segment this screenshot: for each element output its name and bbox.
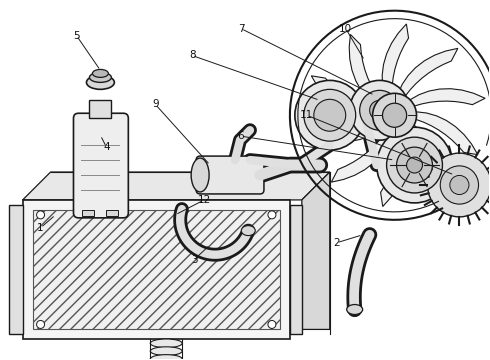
Circle shape bbox=[396, 147, 433, 183]
Ellipse shape bbox=[150, 355, 182, 360]
Polygon shape bbox=[311, 76, 373, 119]
Circle shape bbox=[407, 157, 422, 173]
Polygon shape bbox=[416, 112, 478, 155]
Text: 5: 5 bbox=[73, 31, 80, 41]
Circle shape bbox=[450, 175, 469, 194]
Ellipse shape bbox=[150, 347, 182, 355]
Circle shape bbox=[440, 166, 479, 204]
Ellipse shape bbox=[241, 226, 255, 235]
Bar bbox=[82, 210, 95, 216]
Circle shape bbox=[360, 90, 399, 130]
Polygon shape bbox=[382, 24, 409, 96]
Circle shape bbox=[268, 320, 276, 328]
Bar bbox=[90, 100, 111, 118]
Circle shape bbox=[304, 89, 356, 141]
Text: 12: 12 bbox=[197, 195, 211, 205]
Bar bbox=[33, 210, 280, 329]
Polygon shape bbox=[410, 89, 485, 106]
Circle shape bbox=[369, 100, 390, 120]
Ellipse shape bbox=[191, 158, 209, 192]
Polygon shape bbox=[349, 35, 380, 105]
Circle shape bbox=[387, 137, 442, 193]
Polygon shape bbox=[398, 48, 458, 96]
Bar bbox=[9, 205, 23, 334]
Text: 9: 9 bbox=[152, 99, 159, 109]
Bar bbox=[106, 210, 119, 216]
Text: 10: 10 bbox=[339, 24, 352, 33]
Text: 6: 6 bbox=[238, 131, 245, 141]
Circle shape bbox=[377, 127, 452, 203]
Polygon shape bbox=[381, 135, 407, 207]
FancyBboxPatch shape bbox=[74, 113, 128, 218]
Ellipse shape bbox=[93, 69, 108, 77]
Circle shape bbox=[383, 103, 407, 127]
Ellipse shape bbox=[86, 75, 114, 89]
Text: 2: 2 bbox=[333, 238, 340, 248]
FancyBboxPatch shape bbox=[196, 156, 264, 194]
Text: 1: 1 bbox=[37, 223, 44, 233]
Bar bbox=[290, 205, 302, 334]
Polygon shape bbox=[23, 172, 330, 200]
Circle shape bbox=[268, 211, 276, 219]
Polygon shape bbox=[302, 172, 330, 329]
Ellipse shape bbox=[347, 305, 363, 315]
Circle shape bbox=[427, 153, 490, 217]
Ellipse shape bbox=[150, 339, 182, 348]
Circle shape bbox=[295, 80, 365, 150]
Polygon shape bbox=[331, 134, 391, 182]
Polygon shape bbox=[304, 125, 379, 142]
Bar bbox=[23, 200, 290, 339]
Circle shape bbox=[37, 320, 45, 328]
Text: 3: 3 bbox=[191, 255, 197, 265]
Text: 7: 7 bbox=[238, 24, 245, 33]
Ellipse shape bbox=[90, 72, 111, 82]
Circle shape bbox=[37, 211, 45, 219]
Text: 8: 8 bbox=[189, 50, 196, 60]
Text: 4: 4 bbox=[103, 142, 110, 152]
Polygon shape bbox=[410, 125, 440, 196]
Text: 11: 11 bbox=[300, 110, 314, 120]
Circle shape bbox=[350, 80, 410, 140]
Circle shape bbox=[372, 93, 416, 137]
Circle shape bbox=[314, 99, 346, 131]
